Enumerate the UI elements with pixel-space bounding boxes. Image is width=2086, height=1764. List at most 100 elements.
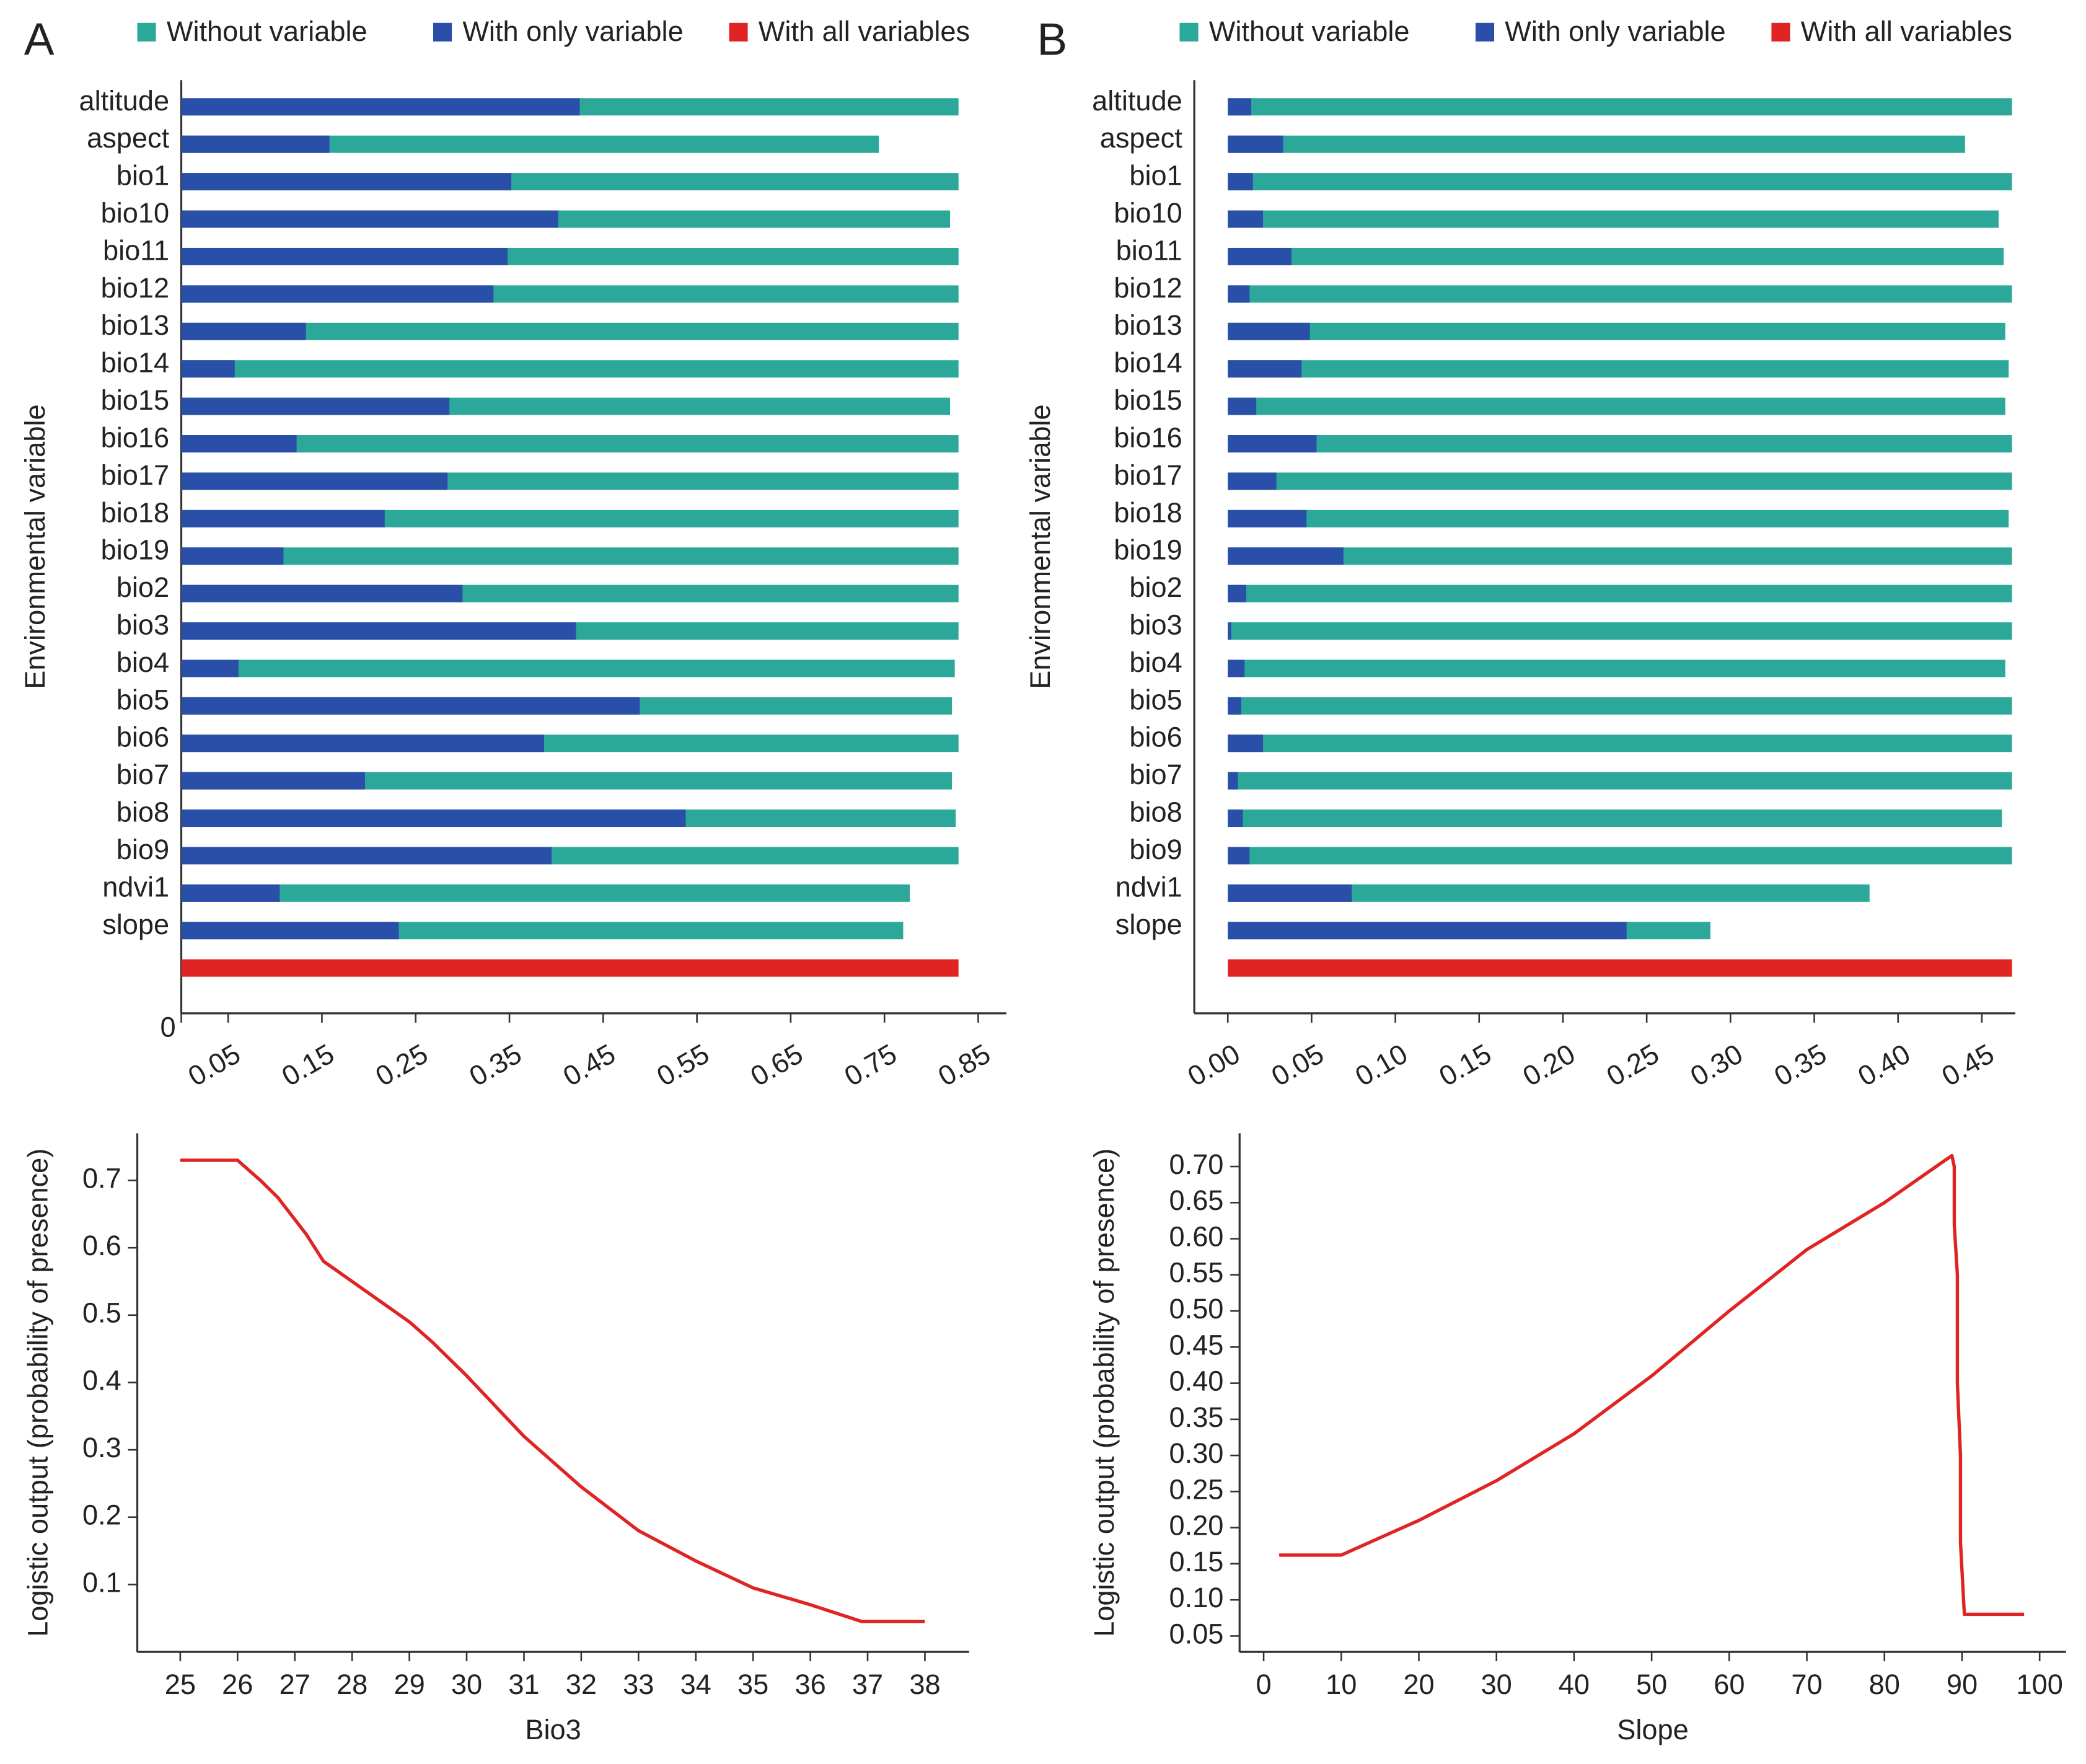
bar	[1228, 397, 2005, 415]
x-tick-label: 29	[394, 1669, 425, 1700]
category-label: bio12	[101, 272, 169, 304]
bar	[1228, 809, 2002, 827]
legend-swatch	[1771, 22, 1790, 42]
bar	[181, 322, 306, 340]
x-tick-label: 0.40	[1852, 1038, 1916, 1092]
bar	[1228, 435, 2012, 452]
bar	[181, 210, 558, 228]
category-label: bio15	[101, 384, 169, 416]
bar	[181, 397, 450, 415]
y-tick-label: 0.5	[82, 1297, 121, 1329]
bar	[1228, 622, 2012, 640]
bar	[1228, 659, 1245, 677]
category-label: slope	[1116, 909, 1182, 940]
y-tick-label: 0.65	[1169, 1184, 1224, 1216]
x-tick-label: 0.75	[839, 1038, 902, 1092]
category-label: bio6	[1129, 721, 1182, 753]
x-tick-label: 80	[1869, 1669, 1900, 1700]
category-label: bio17	[101, 459, 169, 491]
bar	[181, 659, 239, 677]
x-tick-label: 37	[852, 1669, 883, 1700]
x-axis-label: Bio3	[525, 1714, 581, 1745]
bar	[181, 884, 280, 902]
legend-label: With only variable	[462, 15, 683, 47]
line	[1279, 1153, 2025, 1616]
category-label: bio11	[103, 234, 169, 266]
x-tick-label: 0.25	[1601, 1038, 1665, 1092]
category-label: bio10	[101, 197, 169, 229]
y-axis-label: Logistic output (probability of presence…	[1088, 1149, 1120, 1637]
category-label: bio11	[1116, 234, 1182, 266]
category-label: bio5	[117, 684, 169, 715]
x-tick-label: 0.25	[370, 1038, 433, 1092]
bar	[1228, 285, 2012, 303]
bar	[1228, 809, 1243, 827]
x-tick-label: 0.45	[558, 1038, 621, 1092]
x-axis-label: Slope	[1617, 1714, 1688, 1745]
y-axis-label: Environmental variable	[19, 404, 51, 689]
category-label: bio19	[101, 534, 169, 566]
panel-label: A	[24, 14, 55, 64]
x-tick-label: 30	[451, 1669, 482, 1700]
y-tick-label: 0.7	[82, 1162, 121, 1194]
category-label: bio14	[1114, 347, 1182, 379]
x-tick-label: 27	[279, 1669, 310, 1700]
bar	[181, 659, 955, 677]
x-tick-label: 0.20	[1518, 1038, 1581, 1092]
x-tick-label: 0.05	[1266, 1038, 1329, 1092]
y-tick-label: 0.05	[1169, 1618, 1224, 1649]
category-label: bio16	[1114, 421, 1182, 453]
bar	[181, 98, 580, 116]
category-label: bio18	[101, 496, 169, 528]
bar	[181, 697, 640, 715]
category-label: bio13	[1114, 309, 1182, 341]
x-tick-label: 10	[1326, 1669, 1357, 1700]
category-label: bio19	[1114, 534, 1182, 566]
category-label: bio3	[117, 609, 169, 641]
x-tick-label: 0.65	[745, 1038, 808, 1092]
category-label: ndvi1	[1116, 871, 1182, 902]
y-tick-label: 0.4	[82, 1364, 121, 1396]
category-label: bio17	[1114, 459, 1182, 491]
x-tick-label: 0.45	[1936, 1038, 1999, 1092]
y-tick-label: 0.10	[1169, 1582, 1224, 1613]
bar	[181, 173, 512, 191]
bar	[181, 547, 959, 565]
category-label: bio5	[1129, 684, 1182, 715]
y-tick-label: 0.30	[1169, 1437, 1224, 1469]
x-tick-label: 0.35	[464, 1038, 527, 1092]
category-label: bio6	[117, 721, 169, 753]
category-label: bio18	[1114, 496, 1182, 528]
bar	[181, 435, 297, 452]
bar	[1228, 322, 1310, 340]
category-label: bio16	[101, 421, 169, 453]
x-tick-label: 50	[1636, 1669, 1667, 1700]
bar	[181, 922, 399, 940]
legend-label: With only variable	[1505, 15, 1725, 47]
bar	[1228, 322, 2005, 340]
panel-label: B	[1037, 14, 1067, 64]
bar	[1228, 734, 2012, 752]
bar	[181, 734, 544, 752]
y-tick-label: 0.1	[82, 1566, 121, 1598]
bar	[1228, 210, 1263, 228]
bar	[181, 584, 463, 602]
category-label: bio14	[101, 347, 169, 379]
bar	[181, 472, 448, 490]
legend-swatch	[1475, 22, 1495, 42]
x-tick-label: 36	[794, 1669, 825, 1700]
bar	[1228, 959, 2012, 977]
category-label: slope	[102, 909, 169, 940]
bar	[1228, 772, 1238, 790]
y-tick-label: 0.40	[1169, 1365, 1224, 1397]
bar	[1228, 734, 1263, 752]
x-tick-label: 32	[566, 1669, 597, 1700]
y-axis-label: Environmental variable	[1024, 404, 1056, 689]
bar	[1228, 884, 1352, 902]
legend-swatch	[433, 22, 452, 42]
category-label: aspect	[87, 122, 169, 154]
bar	[181, 847, 552, 865]
x-tick-label: 0.05	[183, 1038, 246, 1092]
category-label: bio7	[117, 759, 169, 790]
